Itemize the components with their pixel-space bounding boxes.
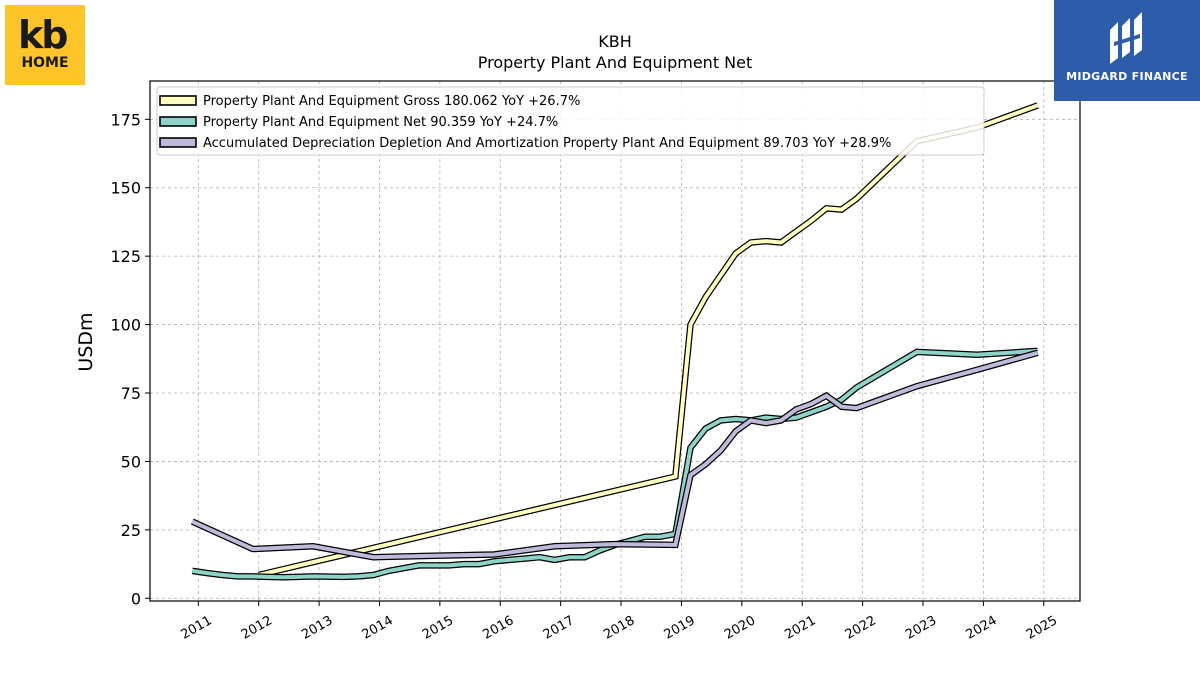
y-axis-label: USDm (75, 312, 97, 371)
x-axis: 2011 2012 2013 2014 2015 2016 2017 2018 2019 2020… (178, 601, 1060, 643)
x-tick-label: 2014 (360, 613, 396, 643)
series-lines (190, 102, 1039, 581)
midgard-emblem-icon (1110, 12, 1142, 64)
x-tick-label: 2016 (480, 613, 516, 643)
plot-frame (149, 80, 1081, 602)
legend-swatch-2 (159, 116, 197, 127)
x-tick-label: 2025 (1024, 613, 1060, 643)
logo-kb-text: kb (18, 13, 69, 57)
x-tick-label: 2019 (662, 613, 698, 643)
x-tick-label: 2023 (903, 613, 939, 643)
logo-home-text: HOME (21, 55, 69, 71)
legend-box (156, 86, 985, 156)
x-tick-label: 2024 (964, 613, 1000, 643)
x-tick-label: 2018 (601, 613, 637, 643)
y-tick-label: 0 (131, 589, 141, 608)
legend-swatch-1 (159, 95, 197, 106)
y-tick-label: 125 (110, 247, 141, 266)
y-tick-label: 75 (121, 384, 141, 403)
y-axis: 0 25 50 75 100 125 150 175 (110, 110, 150, 608)
midgard-finance-text: MIDGARD FINANCE (1066, 70, 1188, 83)
y-tick-label: 25 (121, 521, 141, 540)
x-tick-label: 2013 (299, 613, 335, 643)
series-1-outline (257, 102, 1039, 579)
x-tick-label: 2020 (722, 613, 758, 643)
kb-home-logo: kb HOME (5, 5, 85, 85)
x-tick-label: 2015 (420, 613, 456, 643)
midgard-finance-logo: MIDGARD FINANCE (1054, 0, 1200, 101)
series-3-line (191, 350, 1039, 560)
y-tick-label: 150 (110, 179, 141, 198)
chart-subtitle: Property Plant And Equipment Net (478, 53, 753, 72)
y-tick-label: 175 (110, 110, 141, 129)
chart-title: KBH (598, 32, 632, 51)
series-1-line (258, 103, 1039, 577)
x-tick-label: 2017 (541, 613, 577, 643)
legend-label-3: Accumulated Depreciation Depletion And A… (203, 136, 891, 151)
x-tick-label: 2012 (239, 613, 275, 643)
y-tick-label: 100 (110, 316, 141, 335)
grid (150, 81, 1080, 601)
legend-label-1: Property Plant And Equipment Gross 180.0… (203, 94, 580, 109)
legend: Property Plant And Equipment Gross 180.0… (156, 86, 985, 156)
x-tick-label: 2021 (782, 613, 818, 643)
x-tick-label: 2022 (843, 613, 879, 643)
legend-swatch-3 (159, 137, 197, 148)
x-tick-label: 2011 (178, 613, 214, 643)
y-tick-label: 50 (121, 452, 141, 471)
legend-label-2: Property Plant And Equipment Net 90.359 … (203, 115, 558, 130)
